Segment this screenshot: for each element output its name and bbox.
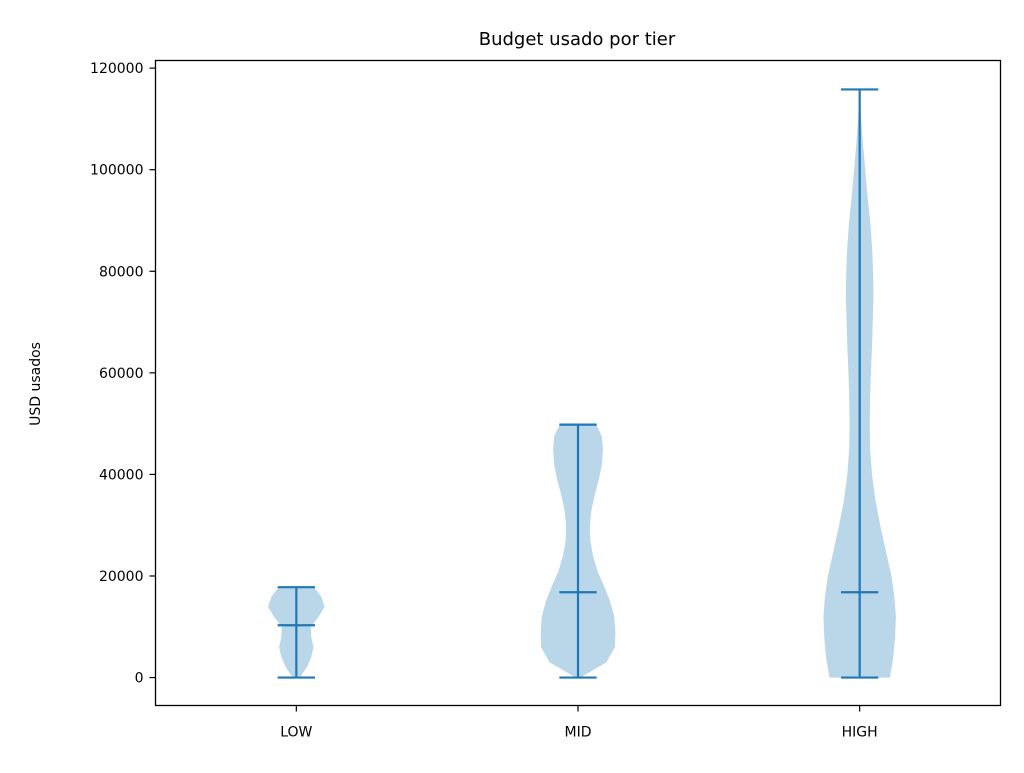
y-axis: 0 20000 40000 60000 80000 100000 120000	[90, 61, 156, 687]
y-axis-label: USD usados	[28, 342, 44, 426]
y-tick-label: 60000	[99, 366, 144, 382]
y-tick-label: 120000	[90, 61, 143, 77]
x-tick-label: MID	[565, 725, 592, 741]
y-tick-label: 100000	[90, 163, 143, 179]
y-tick-label: 40000	[99, 467, 144, 483]
y-tick-label: 0	[135, 671, 144, 687]
violin-layer	[267, 88, 896, 679]
x-tick-label: HIGH	[842, 725, 878, 741]
x-tick-label: LOW	[280, 725, 312, 741]
y-tick-label: 80000	[99, 264, 144, 280]
chart-title: Budget usado por tier	[479, 29, 676, 50]
x-axis: LOW MID HIGH	[280, 705, 878, 741]
axes-frame	[154, 59, 1002, 707]
y-tick-label: 20000	[99, 569, 144, 585]
